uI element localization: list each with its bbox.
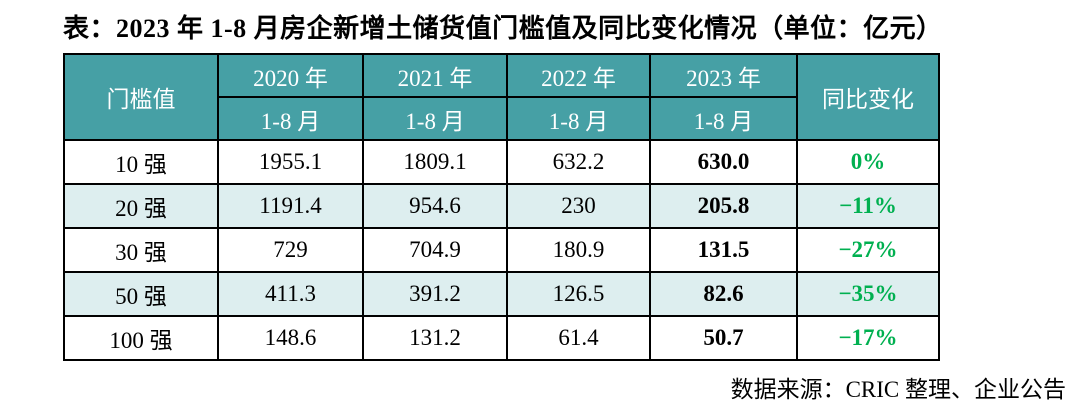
table-row-top30: 30 强 729 704.9 180.9 131.5 −27% [63, 227, 940, 274]
col-header-2022-period: 1-8 月 [506, 96, 651, 142]
col-header-2021-year: 2021 年 [362, 53, 508, 99]
table-row-top50: 50 强 411.3 391.2 126.5 82.6 −35% [63, 271, 940, 318]
value-2020: 1191.4 [217, 183, 364, 230]
value-2021: 391.2 [362, 271, 508, 318]
col-header-2020-period: 1-8 月 [217, 96, 364, 142]
yoy-change: −35% [796, 271, 940, 318]
table-row-top100: 100 强 148.6 131.2 61.4 50.7 −17% [63, 315, 940, 362]
value-2022: 61.4 [506, 315, 651, 362]
value-2020: 1955.1 [217, 139, 364, 186]
col-header-threshold: 门槛值 [63, 53, 219, 142]
value-2023: 630.0 [649, 139, 798, 186]
data-source: 数据来源：CRIC 整理、企业公告 [730, 377, 1066, 403]
value-2021: 954.6 [362, 183, 508, 230]
value-2023: 50.7 [649, 315, 798, 362]
value-2022: 126.5 [506, 271, 651, 318]
table-row-top10: 10 强 1955.1 1809.1 632.2 630.0 0% [63, 139, 940, 186]
row-label: 10 强 [63, 139, 219, 186]
row-label: 20 强 [63, 183, 219, 230]
yoy-change: −27% [796, 227, 940, 274]
data-table: 门槛值 2020 年 2021 年 2022 年 2023 年 同比变化 1-8… [63, 53, 940, 362]
col-header-2021-period: 1-8 月 [362, 96, 508, 142]
col-header-2023-period: 1-8 月 [649, 96, 798, 142]
value-2021: 1809.1 [362, 139, 508, 186]
value-2023: 205.8 [649, 183, 798, 230]
header-row-year: 门槛值 2020 年 2021 年 2022 年 2023 年 同比变化 [63, 53, 940, 142]
value-2021: 704.9 [362, 227, 508, 274]
header-row-period: 1-8 月 1-8 月 1-8 月 1-8 月 [64, 96, 939, 142]
row-label: 50 强 [63, 271, 219, 318]
value-2022: 632.2 [506, 139, 651, 186]
yoy-change: −17% [796, 315, 940, 362]
value-2020: 148.6 [217, 315, 364, 362]
value-2020: 729 [217, 227, 364, 274]
col-header-yoy: 同比变化 [796, 53, 940, 142]
value-2022: 180.9 [506, 227, 651, 274]
value-2021: 131.2 [362, 315, 508, 362]
yoy-change: −11% [796, 183, 940, 230]
col-header-2022-year: 2022 年 [506, 53, 651, 99]
table-title: 表：2023 年 1-8 月房企新增土储货值门槛值及同比变化情况（单位：亿元） [63, 14, 943, 43]
yoy-change: 0% [796, 139, 940, 186]
value-2020: 411.3 [217, 271, 364, 318]
row-label: 100 强 [63, 315, 219, 362]
col-header-2020-year: 2020 年 [217, 53, 364, 99]
value-2023: 82.6 [649, 271, 798, 318]
row-label: 30 强 [63, 227, 219, 274]
col-header-2023-year: 2023 年 [649, 53, 798, 99]
value-2023: 131.5 [649, 227, 798, 274]
table-row-top20: 20 强 1191.4 954.6 230 205.8 −11% [63, 183, 940, 230]
value-2022: 230 [506, 183, 651, 230]
